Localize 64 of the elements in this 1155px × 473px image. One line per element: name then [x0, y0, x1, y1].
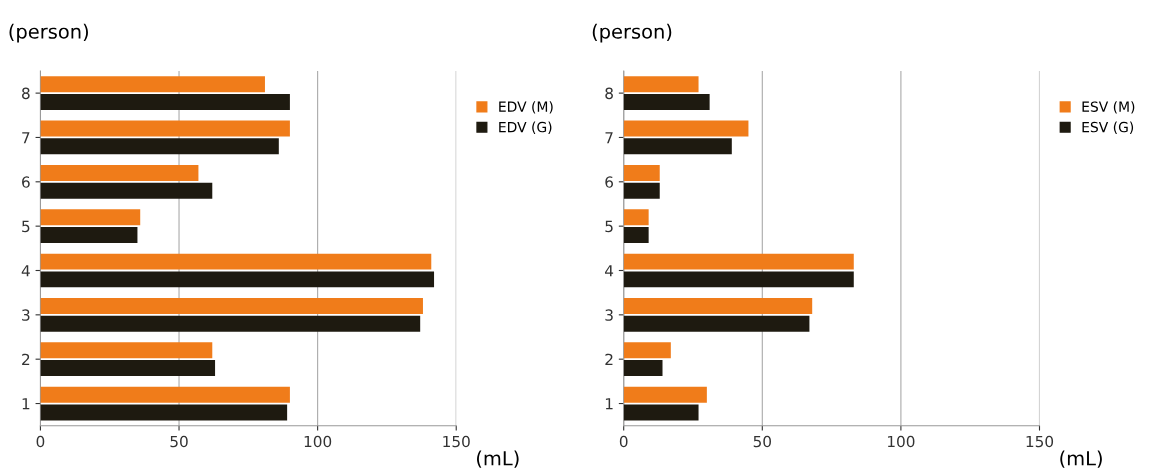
- bar: [623, 404, 699, 421]
- bar: [40, 182, 213, 199]
- bar: [623, 164, 660, 181]
- y-tick-label: 4: [605, 265, 614, 277]
- x-tick-label: 100: [304, 435, 332, 448]
- bar: [623, 253, 854, 270]
- bar: [40, 360, 216, 377]
- y-tick-label: 3: [22, 309, 30, 321]
- y-tick-label: 2: [605, 353, 613, 365]
- bar: [623, 182, 660, 199]
- y-axis-title: (person): [592, 23, 672, 43]
- bar: [623, 315, 810, 332]
- bar: [40, 253, 432, 270]
- legend-label: EDV (M): [499, 101, 553, 114]
- bar: [40, 315, 421, 332]
- x-tick-label: 0: [619, 435, 628, 448]
- y-tick-label: 4: [21, 265, 30, 277]
- bar: [40, 209, 141, 226]
- bar: [40, 120, 290, 137]
- y-tick-label: 5: [22, 220, 30, 233]
- bar: [40, 404, 288, 421]
- bar: [40, 94, 290, 110]
- bar: [623, 342, 671, 359]
- bar: [623, 386, 707, 403]
- y-tick-label: 8: [22, 87, 30, 100]
- bar: [40, 342, 213, 359]
- bar: [40, 227, 138, 243]
- y-tick-label: 6: [22, 176, 30, 188]
- y-tick-label: 2: [22, 353, 30, 365]
- bar: [623, 76, 699, 93]
- x-tick-label: 50: [170, 435, 188, 448]
- bar: [623, 360, 663, 377]
- x-tick-label: 100: [888, 435, 915, 448]
- bar: [40, 76, 265, 93]
- bar: [40, 297, 423, 314]
- legend-label: ESV (G): [1082, 121, 1134, 134]
- bar: [623, 138, 732, 155]
- legend-label: EDV (G): [499, 121, 552, 134]
- x-axis-title: (mL): [477, 450, 519, 468]
- bar: [623, 209, 649, 226]
- legend-label: ESV (M): [1082, 101, 1135, 114]
- y-tick-label: 1: [605, 398, 613, 410]
- bar: [40, 138, 279, 155]
- y-tick-label: 7: [605, 132, 613, 144]
- bar: [623, 271, 854, 288]
- bar: [623, 227, 649, 243]
- x-tick-label: 150: [443, 435, 470, 448]
- y-axis-title: (person): [9, 23, 88, 43]
- y-tick-label: 3: [605, 309, 613, 321]
- y-tick-label: 8: [605, 87, 613, 100]
- x-axis-title: (mL): [1060, 450, 1102, 468]
- y-tick-label: 6: [605, 176, 614, 188]
- bar: [623, 297, 813, 314]
- bar: [623, 94, 710, 110]
- bar: [40, 386, 290, 403]
- x-tick-label: 0: [36, 435, 45, 448]
- bar: [40, 271, 435, 288]
- x-tick-label: 50: [753, 435, 772, 448]
- y-tick-label: 5: [605, 220, 613, 233]
- y-tick-label: 1: [22, 398, 30, 410]
- bar: [623, 120, 749, 137]
- y-tick-label: 7: [22, 132, 30, 144]
- bar: [40, 164, 199, 181]
- x-tick-label: 150: [1026, 435, 1054, 448]
